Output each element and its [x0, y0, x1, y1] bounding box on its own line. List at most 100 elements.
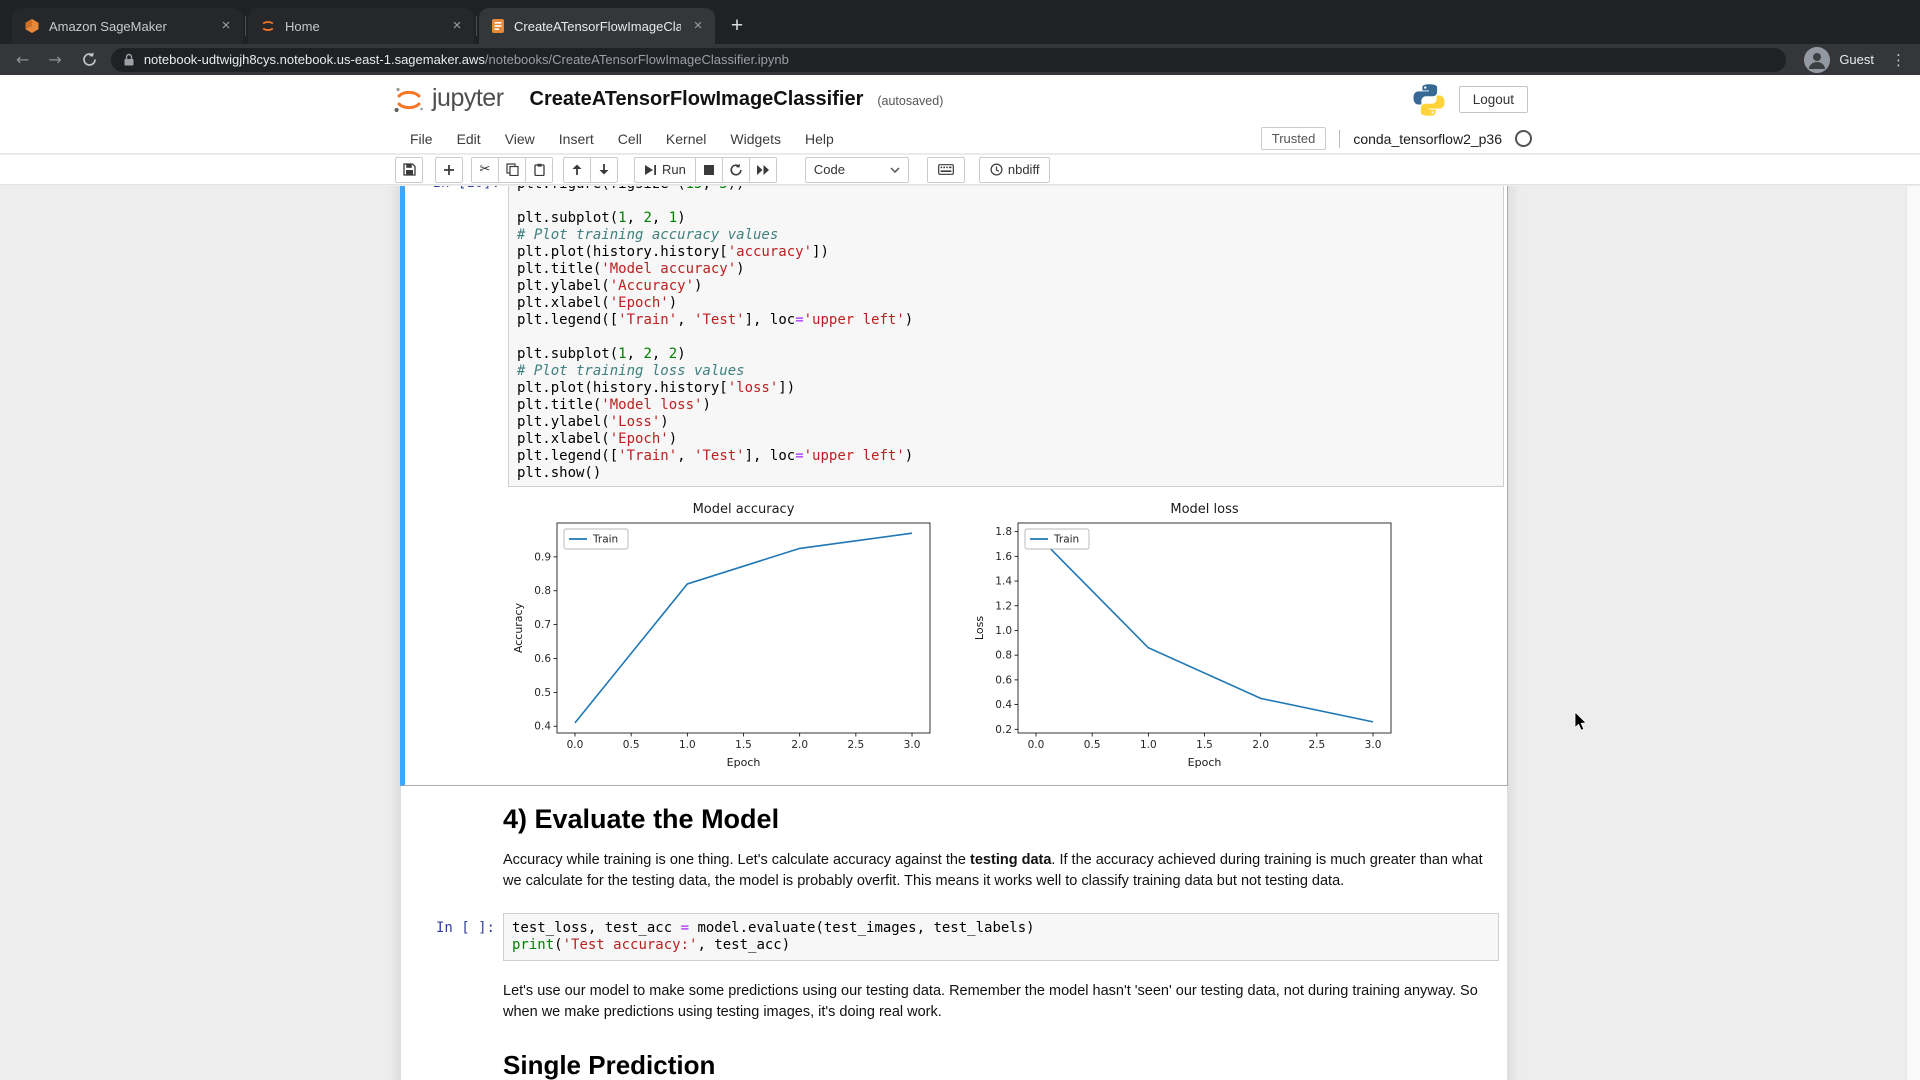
notebook-toolbar: ✂ Run [0, 155, 1920, 185]
svg-text:0.6: 0.6 [534, 653, 551, 665]
svg-text:1.5: 1.5 [735, 739, 752, 751]
svg-text:0.5: 0.5 [534, 687, 551, 699]
jupyter-icon [260, 18, 276, 34]
copy-cell-button[interactable] [498, 156, 526, 183]
svg-text:0.6: 0.6 [995, 674, 1012, 686]
tab-label: Home [285, 18, 320, 34]
svg-text:2.5: 2.5 [847, 739, 864, 751]
svg-text:Epoch: Epoch [727, 756, 761, 769]
command-palette-button[interactable] [926, 156, 965, 183]
svg-text:Train: Train [1053, 534, 1079, 546]
url-text: notebook-udtwigjh8cys.notebook.us-east-1… [144, 52, 789, 67]
trusted-button[interactable]: Trusted [1260, 127, 1327, 150]
svg-text:0.8: 0.8 [995, 650, 1012, 662]
nbdiff-label: nbdiff [1007, 162, 1040, 177]
menu-widgets[interactable]: Widgets [730, 130, 781, 147]
move-cell-down-button[interactable] [590, 156, 618, 183]
restart-run-all-button[interactable] [748, 156, 777, 183]
jupyter-wordmark[interactable]: jupyter [432, 84, 504, 112]
save-button[interactable] [395, 156, 423, 183]
close-icon[interactable]: × [452, 17, 462, 34]
notebook-icon [491, 18, 505, 34]
menu-insert[interactable]: Insert [558, 130, 594, 147]
svg-text:0.9: 0.9 [534, 551, 551, 563]
kernel-idle-icon [1515, 130, 1532, 147]
browser-toolbar: ← → notebook-udtwigjh8cys.notebook.us-ea… [0, 44, 1920, 75]
svg-text:0.0: 0.0 [1028, 739, 1045, 751]
input-prompt: In [10]: [410, 186, 500, 192]
reload-icon[interactable] [81, 51, 98, 68]
logout-button[interactable]: Logout [1458, 86, 1528, 113]
back-icon[interactable]: ← [16, 50, 30, 69]
notebook-body[interactable]: In [10]: plt.figure(figsize=(15, 5)) plt… [0, 186, 1920, 1080]
svg-text:Model loss: Model loss [1170, 502, 1239, 517]
jupyter-logo-icon [392, 83, 426, 117]
forward-icon[interactable]: → [48, 50, 62, 69]
avatar [1804, 46, 1831, 73]
address-bar[interactable]: notebook-udtwigjh8cys.notebook.us-east-1… [110, 47, 1787, 72]
tab-amazon-sagemaker[interactable]: Amazon SageMaker × [12, 8, 243, 44]
svg-text:0.8: 0.8 [534, 585, 551, 597]
restart-kernel-button[interactable] [721, 156, 750, 183]
run-cell-button[interactable]: Run [634, 156, 696, 183]
svg-text:1.2: 1.2 [995, 600, 1012, 612]
paste-cell-button[interactable] [525, 156, 553, 183]
cell-type-select[interactable]: Code [804, 156, 909, 183]
loss-chart: 0.0 0.5 1.0 1.5 2.0 2.5 3.0 0.2 0.4 0.6 0.8 1.0 1.2 1… [971, 499, 1401, 771]
code-editor[interactable]: plt.figure(figsize=(15, 5)) plt.subplot(… [508, 186, 1504, 487]
browser-menu-icon[interactable]: ⋮ [1891, 50, 1906, 69]
browser-tab-bar: Amazon SageMaker × Home × CreateATensorF… [0, 0, 1920, 44]
svg-text:0.0: 0.0 [567, 739, 584, 751]
nbdiff-button[interactable]: nbdiff [978, 156, 1051, 183]
svg-text:0.5: 0.5 [623, 739, 640, 751]
section-heading-single-prediction: Single Prediction [503, 1050, 716, 1080]
menu-file[interactable]: File [410, 130, 433, 147]
close-icon[interactable]: × [221, 17, 231, 34]
menu-help[interactable]: Help [804, 130, 834, 147]
clock-icon [990, 163, 1003, 176]
nav-buttons: ← → [0, 50, 111, 69]
cut-cell-button[interactable]: ✂ [471, 156, 499, 183]
tab-separator [476, 16, 477, 36]
tab-notebook-active[interactable]: CreateATensorFlowImageClass × [479, 8, 715, 44]
scrollbar-track[interactable] [1906, 186, 1920, 1080]
svg-text:0.4: 0.4 [995, 699, 1012, 711]
svg-text:1.4: 1.4 [995, 576, 1012, 588]
menu-view[interactable]: View [504, 130, 535, 147]
menu-edit[interactable]: Edit [456, 130, 481, 147]
svg-text:Epoch: Epoch [1188, 756, 1222, 769]
cell-type-value: Code [813, 162, 845, 177]
stop-kernel-button[interactable] [694, 156, 723, 183]
add-cell-button[interactable] [435, 156, 463, 183]
profile-name: Guest [1839, 52, 1874, 67]
svg-text:3.0: 3.0 [904, 739, 921, 751]
code-editor[interactable]: test_loss, test_acc = model.evaluate(tes… [503, 913, 1499, 961]
svg-text:1.6: 1.6 [995, 551, 1012, 563]
close-icon[interactable]: × [693, 17, 703, 34]
markdown-paragraph: Accuracy while training is one thing. Le… [503, 852, 1483, 889]
menu-cell[interactable]: Cell [617, 130, 642, 147]
svg-text:Train: Train [592, 534, 618, 546]
markdown-paragraph: Let's use our model to make some predict… [503, 983, 1478, 1020]
new-tab-button[interactable]: + [730, 14, 744, 37]
section-heading-evaluate: 4) Evaluate the Model [503, 804, 780, 834]
profile-chip[interactable]: Guest ⋮ [1804, 46, 1920, 73]
menu-kernel[interactable]: Kernel [665, 130, 707, 147]
notebook-title[interactable]: CreateATensorFlowImageClassifier [529, 88, 864, 110]
lock-icon [123, 53, 135, 67]
selected-code-cell[interactable]: In [10]: plt.figure(figsize=(15, 5)) plt… [400, 186, 1508, 786]
chevron-down-icon [890, 166, 900, 173]
tab-label: Amazon SageMaker [49, 18, 167, 34]
svg-text:2.0: 2.0 [791, 739, 808, 751]
tab-home[interactable]: Home × [248, 8, 474, 44]
tab-label: CreateATensorFlowImageClass [514, 18, 681, 34]
move-cell-up-button[interactable] [563, 156, 591, 183]
svg-text:Loss: Loss [973, 616, 986, 640]
svg-text:1.0: 1.0 [679, 739, 696, 751]
svg-text:0.7: 0.7 [534, 619, 551, 631]
svg-text:1.0: 1.0 [995, 625, 1012, 637]
svg-text:2.0: 2.0 [1252, 739, 1269, 751]
notebook-menubar: File Edit View Insert Cell Kernel Widget… [0, 124, 1920, 154]
sagemaker-icon [24, 18, 40, 34]
